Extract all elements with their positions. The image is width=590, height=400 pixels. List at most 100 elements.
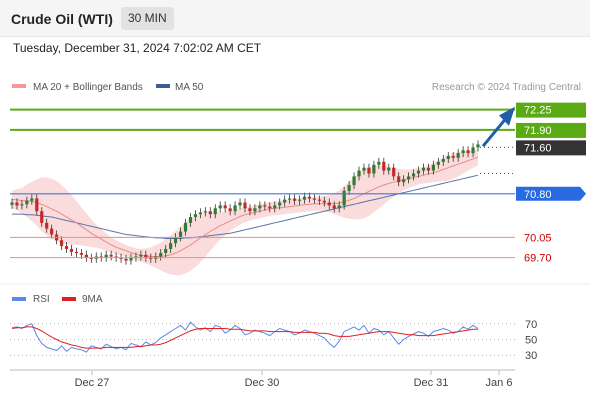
legend-label-bollinger: MA 20 + Bollinger Bands <box>33 82 143 93</box>
candle-body <box>451 156 455 158</box>
candle-body <box>89 257 93 259</box>
candle <box>436 157 440 169</box>
candle-body <box>288 198 292 200</box>
ma20-line <box>12 156 479 257</box>
levels-layer: 72.25 71.90 71.60 70.80 70.05 69.70 <box>10 102 586 265</box>
candle-body <box>302 196 307 200</box>
candle <box>45 218 49 233</box>
candle <box>337 201 341 213</box>
candle-body <box>377 161 381 165</box>
candle-body <box>208 211 212 215</box>
candle <box>218 201 222 213</box>
candle <box>402 175 406 187</box>
candle <box>10 198 14 209</box>
candle-body <box>119 257 123 259</box>
candle-body <box>347 185 351 191</box>
legend-label-ma50: MA 50 <box>175 82 204 93</box>
candle-body <box>188 217 193 223</box>
rsi-tick-label: 30 <box>525 350 537 362</box>
candle-body <box>30 198 34 201</box>
candle-body <box>173 237 178 244</box>
candle <box>114 252 118 262</box>
candle-body <box>426 167 431 171</box>
candle <box>104 250 108 262</box>
candle-body <box>466 150 470 154</box>
candle <box>456 149 460 162</box>
candle <box>74 247 79 258</box>
candle <box>332 201 336 213</box>
time-tick-label: Jan 6 <box>486 377 513 389</box>
candle-body <box>382 161 386 171</box>
candle-body <box>342 190 346 206</box>
candle-body <box>317 199 321 201</box>
candle-body <box>25 200 29 205</box>
resistance-label: 72.25 <box>524 105 552 117</box>
candle <box>372 160 376 178</box>
candle <box>238 198 242 210</box>
candle-body <box>79 253 84 255</box>
candle <box>203 207 207 217</box>
candle-body <box>372 164 376 174</box>
resistance-label-box <box>516 102 586 118</box>
pivot-label: 71.60 <box>524 142 552 154</box>
candle <box>59 236 64 251</box>
candle <box>392 163 396 181</box>
candle <box>312 194 317 204</box>
candle-body <box>337 205 341 209</box>
candle <box>164 244 168 258</box>
candle-body <box>431 164 435 171</box>
candle <box>198 208 202 219</box>
candle-body <box>139 254 143 257</box>
candle <box>228 204 232 216</box>
candle <box>297 195 302 205</box>
candle <box>347 181 351 195</box>
candle <box>451 152 455 162</box>
candle <box>446 152 450 164</box>
candle-body <box>10 202 14 205</box>
pivot-label-box <box>516 140 586 156</box>
candle <box>169 239 173 254</box>
candle <box>461 146 465 158</box>
candle <box>411 169 416 181</box>
candle-body <box>233 205 237 212</box>
candle-body <box>104 254 108 258</box>
candle <box>441 154 445 166</box>
minor-support-label: 70.05 <box>524 232 552 244</box>
candle-body <box>392 167 396 177</box>
candle <box>416 166 421 178</box>
resistance-label: 71.90 <box>524 125 552 137</box>
candle <box>243 198 247 213</box>
candle <box>258 201 262 213</box>
candle <box>173 233 178 248</box>
legend-swatch-rsi <box>12 297 26 301</box>
candle <box>178 227 183 242</box>
candle-body <box>421 167 426 171</box>
resistance-label-box <box>516 122 586 138</box>
candle-body <box>406 176 411 180</box>
candle <box>188 212 193 227</box>
candle <box>278 198 282 210</box>
candle <box>387 163 391 175</box>
candle-body <box>292 198 297 201</box>
timeframe-badge[interactable]: 30 MIN <box>121 7 174 30</box>
candle <box>431 160 435 175</box>
rsi-plot: 70 50 30 <box>10 319 537 362</box>
candle-body <box>193 214 198 218</box>
candle-body <box>198 212 202 215</box>
candle-body <box>352 176 356 186</box>
candle-body <box>367 167 371 174</box>
candle-body <box>213 208 217 215</box>
candle-body <box>178 231 183 238</box>
candle-body <box>99 256 103 258</box>
candle <box>20 200 24 210</box>
support-label-box <box>516 186 586 201</box>
candle-body <box>40 211 44 223</box>
time-tick-label: Dec 31 <box>414 377 449 389</box>
candle-body <box>436 161 440 165</box>
candle-body <box>322 200 326 203</box>
candle-body <box>169 243 173 249</box>
candle-body <box>263 205 267 207</box>
candle <box>406 172 411 184</box>
candle-body <box>278 202 282 206</box>
